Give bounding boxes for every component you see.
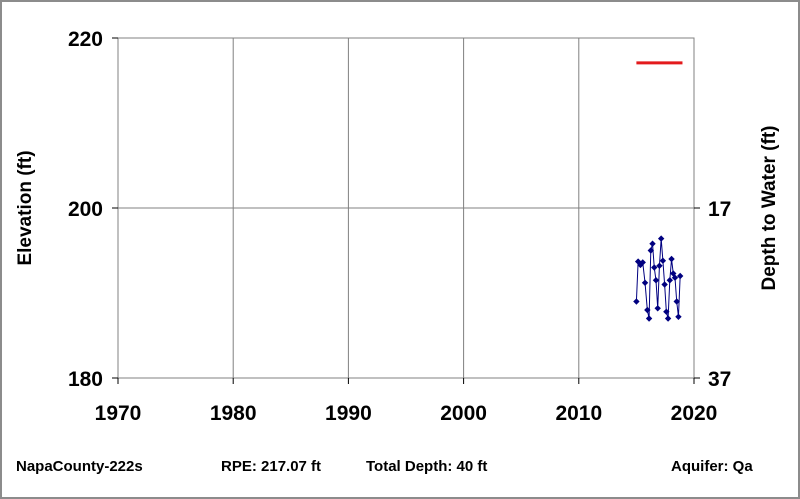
y-axis-left-title: Elevation (ft) bbox=[15, 150, 36, 265]
measurement-point bbox=[641, 279, 649, 286]
grid-layer bbox=[118, 38, 694, 378]
measurement-point bbox=[647, 247, 654, 254]
measurement-point bbox=[666, 277, 674, 284]
measurement-point bbox=[652, 277, 660, 284]
well-id-label: NapaCounty-222s bbox=[16, 458, 143, 475]
measurement-point bbox=[634, 258, 642, 265]
rpe-label: RPE: 217.07 ft bbox=[221, 458, 322, 475]
y-axis-right-title: Depth to Water (ft) bbox=[759, 126, 780, 291]
x-tick-label: 1970 bbox=[95, 402, 142, 425]
measurement-point bbox=[676, 272, 684, 280]
measurement-point bbox=[668, 255, 675, 263]
measurement-point bbox=[663, 308, 670, 315]
series-layer bbox=[633, 61, 684, 322]
measurement-point bbox=[649, 240, 656, 247]
measurement-point bbox=[656, 262, 663, 269]
measurement-point bbox=[639, 259, 646, 266]
measurement-point bbox=[645, 315, 653, 322]
aquifer-label: Aquifer: Qa bbox=[671, 458, 753, 475]
measurement-point bbox=[661, 281, 668, 288]
measurement-point bbox=[633, 298, 640, 305]
measurement-point bbox=[671, 274, 679, 281]
y-right-tick-label: 37 bbox=[708, 368, 731, 391]
measurement-point bbox=[664, 315, 672, 322]
measurement-point bbox=[644, 306, 651, 314]
measurement-point bbox=[670, 270, 677, 277]
total-depth-label: Total Depth: 40 ft bbox=[366, 458, 488, 475]
measurement-point bbox=[659, 257, 667, 264]
axis-layer: 1970 1980 1990 2000 2010 2020 180 200 220 17 37 bbox=[68, 28, 731, 425]
y-left-tick-label: 200 bbox=[68, 198, 103, 221]
y-right-tick-label: 17 bbox=[708, 198, 731, 221]
x-tick-label: 2010 bbox=[555, 402, 602, 425]
y-left-tick-label: 180 bbox=[68, 368, 103, 391]
measurement-point bbox=[654, 305, 661, 312]
measurement-point bbox=[657, 235, 665, 242]
x-tick-label: 1990 bbox=[325, 402, 372, 425]
measurement-point bbox=[651, 264, 658, 271]
measurement-point bbox=[675, 313, 682, 320]
x-tick-label: 2000 bbox=[440, 402, 487, 425]
y-left-tick-label: 220 bbox=[68, 28, 103, 51]
x-tick-label: 1980 bbox=[210, 402, 257, 425]
x-tick-label: 2020 bbox=[671, 402, 718, 425]
measurement-point bbox=[673, 298, 680, 305]
